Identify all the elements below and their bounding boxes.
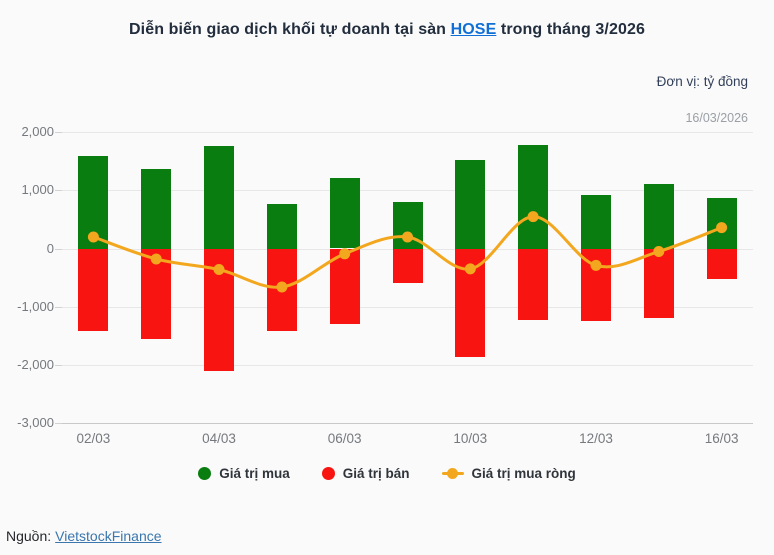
gridline <box>62 364 753 366</box>
x-axis-label: 04/03 <box>202 431 236 446</box>
x-axis-label: 02/03 <box>76 431 111 446</box>
y-axis-label: 0 <box>46 240 54 256</box>
buy-legend-marker-icon <box>198 467 212 480</box>
chart-title: Diễn biến giao dịch khối tự doanh tại sà… <box>0 21 774 39</box>
legend-label: Giá trị mua ròng <box>471 466 576 481</box>
gridline <box>62 306 753 308</box>
legend-label: Giá trị mua <box>219 466 290 481</box>
sell-legend-marker-icon <box>321 467 335 480</box>
x-axis-label: 12/03 <box>579 431 613 446</box>
sell-bar[interactable] <box>392 248 423 284</box>
sell-bar[interactable] <box>643 248 674 319</box>
legend: Giá trị mua Giá trị bán Giá trị mua ròng <box>0 466 774 481</box>
y-axis-tick <box>55 248 62 250</box>
y-axis-label: 2,000 <box>21 124 54 140</box>
title-suffix: trong tháng 3/2026 <box>496 21 645 38</box>
gridline <box>62 190 753 192</box>
x-axis-label: 06/03 <box>327 431 362 446</box>
legend-item-net[interactable]: Giá trị mua ròng <box>441 466 576 481</box>
source-label: Nguồn: <box>6 528 52 544</box>
buy-bar[interactable] <box>204 146 234 249</box>
buy-bar[interactable] <box>706 198 737 249</box>
y-axis-label: -3,000 <box>17 415 54 430</box>
gridline <box>62 423 753 424</box>
buy-bar[interactable] <box>78 155 109 249</box>
sell-bar[interactable] <box>266 248 297 331</box>
legend-item-sell[interactable]: Giá trị bán <box>321 466 410 481</box>
sell-bar[interactable] <box>78 248 109 331</box>
as-of-date: 16/03/2026 <box>685 111 748 125</box>
buy-bar[interactable] <box>455 159 486 249</box>
x-axis-label: 10/03 <box>453 431 488 446</box>
buy-bar[interactable] <box>581 194 611 249</box>
sell-bar[interactable] <box>204 248 234 372</box>
y-axis-label: -1,000 <box>17 298 54 314</box>
sell-bar[interactable] <box>581 248 611 321</box>
hose-link[interactable]: HOSE <box>450 21 497 38</box>
source: Nguồn: VietstockFinance <box>6 528 162 544</box>
unit-label: Đơn vị: tỷ đồng <box>656 74 748 89</box>
y-axis-tick <box>55 190 62 192</box>
sell-bar[interactable] <box>706 248 737 279</box>
sell-bar[interactable] <box>141 248 172 339</box>
legend-item-buy[interactable]: Giá trị mua <box>198 466 290 481</box>
legend-label: Giá trị bán <box>342 466 410 481</box>
buy-bar[interactable] <box>329 177 360 249</box>
x-axis-label: 16/03 <box>704 431 739 446</box>
y-axis-tick <box>55 132 62 134</box>
y-axis-label: 1,000 <box>21 182 54 198</box>
buy-bar[interactable] <box>266 204 297 249</box>
buy-bar[interactable] <box>392 202 423 249</box>
y-axis-tick <box>55 306 62 308</box>
source-link[interactable]: VietstockFinance <box>55 528 162 544</box>
buy-bar[interactable] <box>141 168 172 249</box>
sell-bar[interactable] <box>329 248 360 325</box>
buy-bar[interactable] <box>643 183 674 249</box>
y-axis-label: -2,000 <box>17 356 54 372</box>
gridline <box>62 132 753 134</box>
title-prefix: Diễn biến giao dịch khối tự doanh tại sà… <box>129 21 451 38</box>
net-legend-marker-icon <box>441 467 464 480</box>
y-axis-tick <box>55 364 62 366</box>
buy-bar[interactable] <box>518 145 549 249</box>
sell-bar[interactable] <box>518 248 549 321</box>
y-axis-tick <box>55 423 62 424</box>
sell-bar[interactable] <box>455 248 486 358</box>
